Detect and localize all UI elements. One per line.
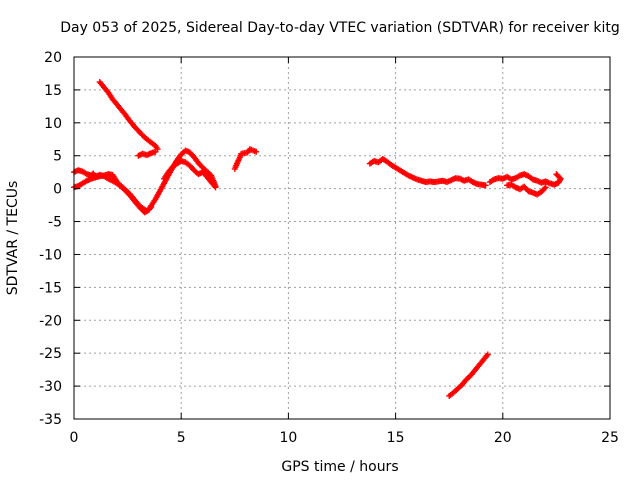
series-arc-d [96,79,161,153]
series-arc-f [231,146,260,172]
data-point [542,184,549,191]
series-arc-h [486,171,564,188]
y-tick-label: -30 [39,379,62,395]
data-point [152,148,159,155]
x-tick-label: 20 [494,430,512,446]
data-point [482,182,489,189]
y-axis-label: SDTVAR / TECUs [5,181,21,296]
y-tick-label: 0 [53,182,62,198]
y-tick-label: 10 [44,116,62,132]
x-axis-label: GPS time / hours [281,459,398,475]
y-tick-label: 15 [44,83,62,99]
series-arc-b [71,171,155,215]
series-arc-a [71,147,219,216]
data-point [253,148,260,155]
data-point [212,184,219,191]
y-tick-label: 5 [53,149,62,165]
series-arc-g [366,156,489,189]
y-tick-label: -10 [39,247,62,263]
data-point [148,204,155,211]
data-point [553,171,560,178]
data-point [484,351,491,358]
y-tick-label: 20 [44,50,62,66]
ticks: 0 5 10 15 20 25 -35 -30 -25 -20 -15 -10 -5 0 5 10 15 20 [39,50,619,446]
plot-frame [73,56,611,420]
data-points [71,79,564,399]
y-tick-label: -20 [39,313,62,329]
series-arc-c [161,157,219,191]
x-tick-label: 0 [70,430,79,446]
x-tick-label: 5 [177,430,186,446]
x-tick-label: 25 [601,430,619,446]
series-arc-e [135,148,159,159]
y-tick-label: -35 [39,412,62,428]
x-tick-label: 15 [387,430,405,446]
y-tick-label: -25 [39,346,62,362]
chart-title: Day 053 of 2025, Sidereal Day-to-day VTE… [60,20,620,36]
y-tick-label: -15 [39,280,62,296]
series-arc-j [446,351,491,399]
x-tick-label: 10 [279,430,297,446]
series-arc-i [504,181,549,198]
data-point [554,172,561,179]
grid [74,57,610,419]
data-point [541,185,548,192]
y-tick-label: -5 [48,215,62,231]
